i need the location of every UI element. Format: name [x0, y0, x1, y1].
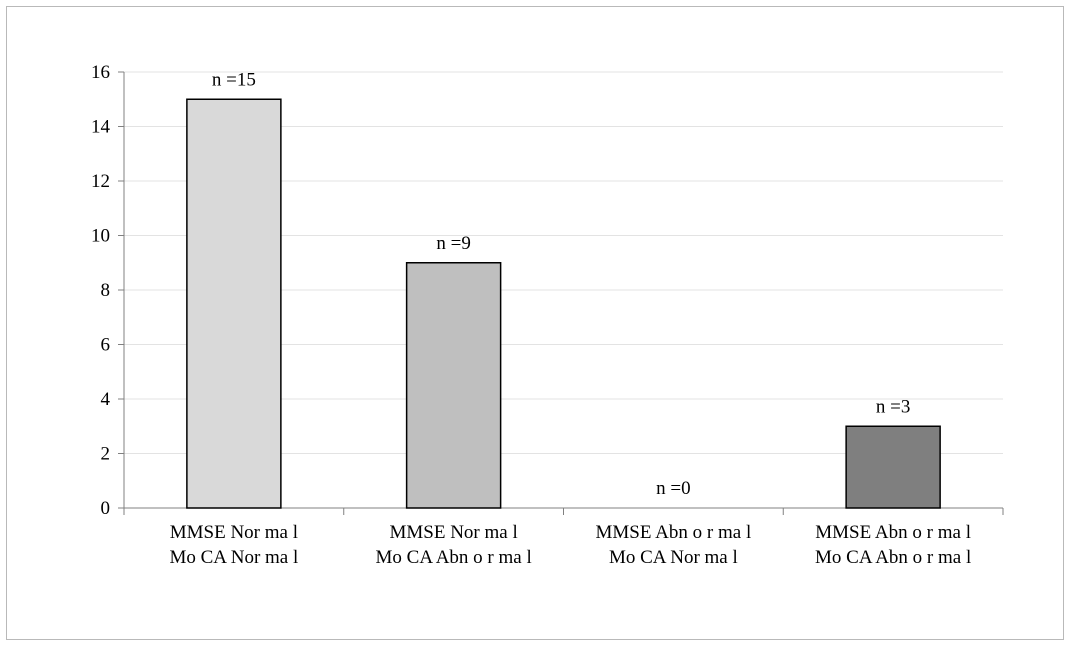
- y-tick-label: 2: [101, 444, 111, 465]
- y-tick-label: 4: [101, 389, 111, 410]
- bar: [405, 262, 502, 509]
- x-axis: [123, 507, 1004, 515]
- data-label: n =3: [876, 396, 910, 417]
- y-tick-label: 16: [91, 62, 110, 83]
- x-category-label: MMSE Abn o r ma l: [815, 522, 971, 543]
- x-category-label: Mo CA Nor ma l: [609, 547, 738, 568]
- chart-frame: [6, 6, 1064, 640]
- y-tick-label: 12: [91, 171, 110, 192]
- data-label: n =15: [212, 69, 256, 90]
- bar: [186, 98, 282, 509]
- data-label: n =0: [656, 478, 690, 499]
- y-tick-label: 0: [101, 498, 111, 519]
- bar: [845, 425, 941, 509]
- category-labels: MMSE Nor ma l Mo CA Nor ma l MMSE Nor ma l…: [169, 522, 971, 568]
- y-tick-label: 6: [101, 335, 111, 356]
- x-category-label: MMSE Abn o r ma l: [596, 522, 752, 543]
- y-tick-label: 10: [91, 226, 110, 247]
- x-category-label: MMSE Nor ma l: [390, 522, 518, 543]
- data-label: n =9: [436, 233, 470, 254]
- x-category-label: MMSE Nor ma l: [170, 522, 298, 543]
- y-axis: 0 2 4 6 8 10 12 14 16: [91, 62, 125, 519]
- x-category-label: Mo CA Abn o r ma l: [376, 547, 532, 568]
- bars: [186, 98, 941, 509]
- y-tick-label: 8: [101, 280, 111, 301]
- data-labels: n =15 n =9 n =0 n =3: [212, 69, 910, 499]
- y-tick-label: 14: [91, 117, 111, 138]
- x-category-label: Mo CA Nor ma l: [169, 547, 298, 568]
- x-category-label: Mo CA Abn o r ma l: [815, 547, 971, 568]
